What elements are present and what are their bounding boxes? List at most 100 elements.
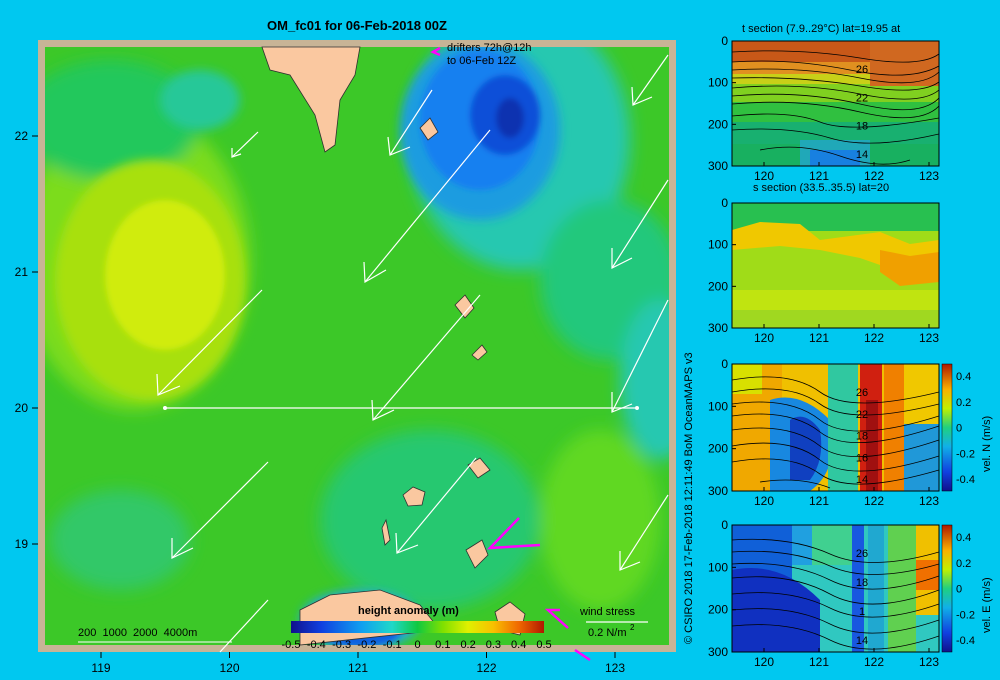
section-ytick-label: 300 xyxy=(708,484,728,498)
map-xtick-label: 119 xyxy=(91,661,110,675)
colorbar-tick-label: 0.2 xyxy=(460,639,475,651)
section-xtick-label: 123 xyxy=(919,494,939,508)
colorbar-tick-label: 0.4 xyxy=(956,532,971,544)
colorbar-tick-label: -0.2 xyxy=(956,609,975,621)
vel-e-panel: vel. E (m/s) 120 121 122 123010020030026181… xyxy=(708,518,993,669)
wind-stress-scale: 0.2 N/m xyxy=(588,627,627,639)
colorbar-tick-label: 0 xyxy=(956,584,962,596)
section-ytick-label: 200 xyxy=(708,279,728,293)
colorbar-tick-label: -0.4 xyxy=(307,639,326,651)
map-axes: 119 120 121 122 123 19 20 21 22 xyxy=(15,129,626,675)
section-ytick-label: 200 xyxy=(708,117,728,131)
colorbar-tick-label: 0.4 xyxy=(511,639,526,651)
contour-label: 18 xyxy=(856,577,868,589)
map-ytick-label: 19 xyxy=(15,537,29,551)
height-anomaly-colorbar xyxy=(291,621,544,633)
colorbar-tick-label: -0.4 xyxy=(956,474,975,486)
wind-stress-label: wind stress xyxy=(579,606,636,618)
contour-label: 1 xyxy=(859,606,865,618)
colorbar-tick-label: -0.2 xyxy=(357,639,376,651)
section-xtick-label: 121 xyxy=(809,331,829,345)
contour-label: 16 xyxy=(856,452,868,464)
vel-n-panel: vel. N (m/s) 120 121 122 123010020030026221… xyxy=(708,357,993,508)
section-xtick-label: 120 xyxy=(754,655,774,669)
section-xtick-label: 120 xyxy=(754,494,774,508)
vel-e-colorbar xyxy=(941,524,953,653)
vel-e-colorbar-label: vel. E (m/s) xyxy=(981,577,993,633)
section-ytick-label: 300 xyxy=(708,159,728,173)
contour-label: 18 xyxy=(856,121,868,133)
s-section-axes: 120 121 122 123 0 100 200 300 xyxy=(708,196,939,345)
section-xtick-label: 122 xyxy=(864,494,884,508)
map-ytick-label: 21 xyxy=(15,265,29,279)
drifters-label-2: to 06-Feb 12Z xyxy=(447,55,516,67)
section-xtick-label: 123 xyxy=(919,655,939,669)
vel-n-colorbar-label: vel. N (m/s) xyxy=(981,416,993,472)
map-ytick-label: 20 xyxy=(15,401,29,415)
section-ytick-label: 0 xyxy=(721,518,728,532)
s-section-title: s section (33.5..35.5) lat=20 xyxy=(753,182,889,194)
map-xtick-label: 122 xyxy=(476,661,496,675)
section-xtick-label: 123 xyxy=(919,331,939,345)
colorbar-tick-label: -0.2 xyxy=(956,448,975,460)
map-xtick-label: 123 xyxy=(605,661,625,675)
wind-stress-arrows xyxy=(156,54,669,653)
section-xtick-label: 123 xyxy=(919,169,939,183)
map-xtick-label: 121 xyxy=(348,661,368,675)
colorbar-tick-label: -0.1 xyxy=(383,639,402,651)
colorbar-tick-label: 0.2 xyxy=(956,397,971,409)
section-ytick-label: 200 xyxy=(708,442,728,456)
t-section-axes: 120 121 122 123 0 100 200 300 26 22 18 14 xyxy=(708,34,939,183)
section-xtick-label: 122 xyxy=(864,655,884,669)
contour-label: 22 xyxy=(856,92,868,104)
colorbar-tick-label: -0.3 xyxy=(332,639,351,651)
section-ytick-label: 200 xyxy=(708,603,728,617)
colorbar-tick-label: 0 xyxy=(414,639,420,651)
colorbar-tick-label: 0.4 xyxy=(956,371,971,383)
contour-label: 18 xyxy=(856,431,868,443)
colorbar-tick-label: -0.4 xyxy=(956,635,975,647)
map-title: OM_fc01 for 06-Feb-2018 00Z xyxy=(267,18,447,33)
map-ytick-label: 22 xyxy=(15,129,29,143)
depth-scale-label: 200 1000 2000 4000m xyxy=(78,627,197,639)
section-ytick-label: 100 xyxy=(708,238,728,252)
contour-label: 22 xyxy=(856,409,868,421)
map-xtick-label: 120 xyxy=(219,661,239,675)
section-ytick-label: 100 xyxy=(708,76,728,90)
colorbar-tick-label: 0 xyxy=(956,423,962,435)
section-ytick-label: 300 xyxy=(708,645,728,659)
section-xtick-label: 121 xyxy=(809,494,829,508)
colorbar-title: height anomaly (m) xyxy=(358,605,459,617)
section-xtick-label: 121 xyxy=(809,169,829,183)
vel-n-colorbar xyxy=(941,363,953,492)
section-ytick-label: 0 xyxy=(721,34,728,48)
colorbar-ticks: -0.5 -0.4 -0.3 -0.2 -0.1 0 0.1 0.2 0.3 0.4 0.5 xyxy=(282,639,552,651)
t-section-panel: t section (7.9..29°C) lat=19.95 at 120 12… xyxy=(708,23,940,183)
wind-stress-scale-exponent: 2 xyxy=(630,623,635,632)
colorbar-tick-label: 0.5 xyxy=(536,639,551,651)
section-xtick-label: 122 xyxy=(864,169,884,183)
vel-n-axes: 120 121 122 123 0 100 200 300 26 22 18 16 14 0.4 0.2 0 -… xyxy=(708,357,975,508)
colorbar-tick-label: 0.2 xyxy=(956,558,971,570)
contour-label: 14 xyxy=(856,474,868,486)
drifters-label-1: drifters 72h@12h xyxy=(447,42,532,54)
colorbar-tick-label: 0.3 xyxy=(486,639,501,651)
section-ytick-label: 300 xyxy=(708,321,728,335)
vel-e-axes: 120 121 122 123 0 100 200 300 26 18 1 14 0.4 0.2 0 -0.2… xyxy=(708,518,975,669)
contour-label: 14 xyxy=(856,635,868,647)
section-ytick-label: 100 xyxy=(708,560,728,574)
height-anomaly-field xyxy=(45,47,669,645)
section-line xyxy=(163,406,639,410)
contour-label: 26 xyxy=(856,64,868,76)
section-xtick-label: 121 xyxy=(809,655,829,669)
section-xtick-label: 122 xyxy=(864,331,884,345)
contour-label: 26 xyxy=(856,548,868,560)
section-xtick-label: 120 xyxy=(754,331,774,345)
credit-text: © CSIRO 2018 17-Feb-2018 12:11:49 BoM Oc… xyxy=(683,352,695,644)
colorbar-tick-label: -0.5 xyxy=(282,639,301,651)
section-ytick-label: 0 xyxy=(721,196,728,210)
section-xtick-label: 120 xyxy=(754,169,774,183)
s-section-panel: s section (33.5..35.5) lat=20 120 121 122 1… xyxy=(708,182,940,345)
contour-label: 14 xyxy=(856,149,868,161)
